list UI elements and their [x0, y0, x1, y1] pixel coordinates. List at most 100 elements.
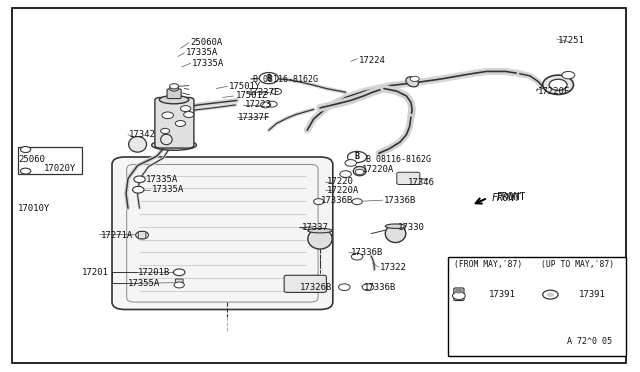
Text: 17501Y: 17501Y: [229, 82, 261, 91]
Text: (FROM MAY,'87): (FROM MAY,'87): [454, 260, 523, 269]
Text: B: B: [266, 74, 271, 83]
Ellipse shape: [159, 96, 189, 104]
Bar: [18, 147, 82, 174]
Text: 17391: 17391: [579, 290, 605, 299]
Circle shape: [452, 292, 465, 299]
Ellipse shape: [308, 228, 332, 249]
Text: 17322: 17322: [380, 263, 407, 272]
Ellipse shape: [353, 166, 366, 176]
Circle shape: [267, 101, 277, 107]
Circle shape: [455, 289, 463, 293]
FancyBboxPatch shape: [284, 275, 326, 292]
Circle shape: [161, 128, 170, 134]
Text: 17020Y: 17020Y: [44, 164, 76, 173]
Circle shape: [170, 86, 179, 91]
Circle shape: [351, 253, 363, 260]
Text: 17355A: 17355A: [128, 279, 160, 288]
Text: 17336B: 17336B: [351, 248, 383, 257]
FancyBboxPatch shape: [454, 288, 464, 301]
Text: 25060A: 25060A: [191, 38, 223, 47]
Text: 17220A: 17220A: [362, 165, 394, 174]
Ellipse shape: [543, 75, 573, 94]
Circle shape: [339, 284, 350, 291]
Circle shape: [173, 269, 185, 276]
Ellipse shape: [406, 77, 419, 87]
Text: 17251: 17251: [558, 36, 585, 45]
Circle shape: [355, 169, 364, 174]
Circle shape: [20, 147, 31, 153]
Text: 25060: 25060: [18, 155, 45, 164]
FancyBboxPatch shape: [397, 172, 420, 185]
Circle shape: [345, 160, 356, 166]
Circle shape: [259, 73, 278, 84]
Text: 17501Z: 17501Z: [236, 92, 268, 100]
Text: 17326B: 17326B: [300, 283, 332, 292]
Circle shape: [348, 151, 367, 163]
Bar: [448, 257, 626, 356]
Circle shape: [271, 89, 282, 94]
Text: A 72^0 05: A 72^0 05: [567, 337, 612, 346]
Text: 17271A: 17271A: [101, 231, 133, 240]
Text: 17346: 17346: [408, 178, 435, 187]
Text: 17220: 17220: [326, 177, 353, 186]
Text: 17335A: 17335A: [186, 48, 218, 57]
Text: 17336B: 17336B: [321, 196, 353, 205]
Circle shape: [132, 186, 144, 193]
Ellipse shape: [549, 79, 567, 90]
Text: B: B: [355, 153, 360, 161]
Text: FRONT: FRONT: [492, 193, 521, 203]
Circle shape: [162, 112, 173, 119]
Text: B 08116-8162G: B 08116-8162G: [253, 76, 318, 84]
FancyBboxPatch shape: [112, 157, 333, 310]
Circle shape: [340, 171, 351, 177]
Text: B 08116-8162G: B 08116-8162G: [366, 155, 431, 164]
Ellipse shape: [385, 225, 406, 243]
Text: 17220F: 17220F: [538, 87, 570, 96]
Circle shape: [410, 76, 419, 81]
Ellipse shape: [385, 224, 406, 228]
Ellipse shape: [161, 134, 172, 145]
FancyBboxPatch shape: [167, 89, 181, 99]
Text: 17010Y: 17010Y: [18, 204, 50, 213]
Text: 17391: 17391: [489, 290, 516, 299]
Circle shape: [543, 290, 558, 299]
Ellipse shape: [152, 140, 196, 150]
FancyBboxPatch shape: [155, 97, 194, 148]
Text: 17337F: 17337F: [248, 88, 280, 97]
Ellipse shape: [308, 228, 332, 233]
Circle shape: [260, 102, 271, 108]
Text: 17223: 17223: [244, 100, 271, 109]
FancyArrowPatch shape: [399, 176, 407, 179]
Circle shape: [180, 106, 191, 112]
Circle shape: [562, 71, 575, 79]
Text: 17342: 17342: [129, 130, 156, 139]
Text: 17220A: 17220A: [326, 186, 358, 195]
Circle shape: [362, 284, 374, 291]
Text: (UP TO MAY,'87): (UP TO MAY,'87): [541, 260, 614, 269]
Circle shape: [136, 231, 148, 239]
Circle shape: [547, 293, 554, 296]
Text: 17337F: 17337F: [238, 113, 270, 122]
Circle shape: [134, 176, 145, 183]
Text: 17201B: 17201B: [138, 268, 170, 277]
Ellipse shape: [129, 137, 147, 152]
Circle shape: [20, 168, 31, 174]
Text: 17224: 17224: [358, 56, 385, 65]
Circle shape: [352, 199, 362, 205]
Circle shape: [175, 121, 186, 126]
FancyBboxPatch shape: [138, 231, 146, 239]
Circle shape: [170, 84, 179, 89]
Text: FRONT: FRONT: [497, 192, 526, 202]
Circle shape: [184, 112, 194, 118]
Text: 17201: 17201: [82, 268, 109, 277]
Text: 17337: 17337: [302, 223, 329, 232]
Text: 17335A: 17335A: [146, 175, 178, 184]
FancyBboxPatch shape: [175, 279, 183, 286]
Circle shape: [314, 199, 324, 205]
Text: 17336B: 17336B: [384, 196, 416, 205]
Text: 17335A: 17335A: [152, 185, 184, 194]
Text: 17330: 17330: [398, 223, 425, 232]
Circle shape: [174, 282, 184, 288]
Text: 17336B: 17336B: [364, 283, 396, 292]
Text: 17335A: 17335A: [192, 59, 224, 68]
